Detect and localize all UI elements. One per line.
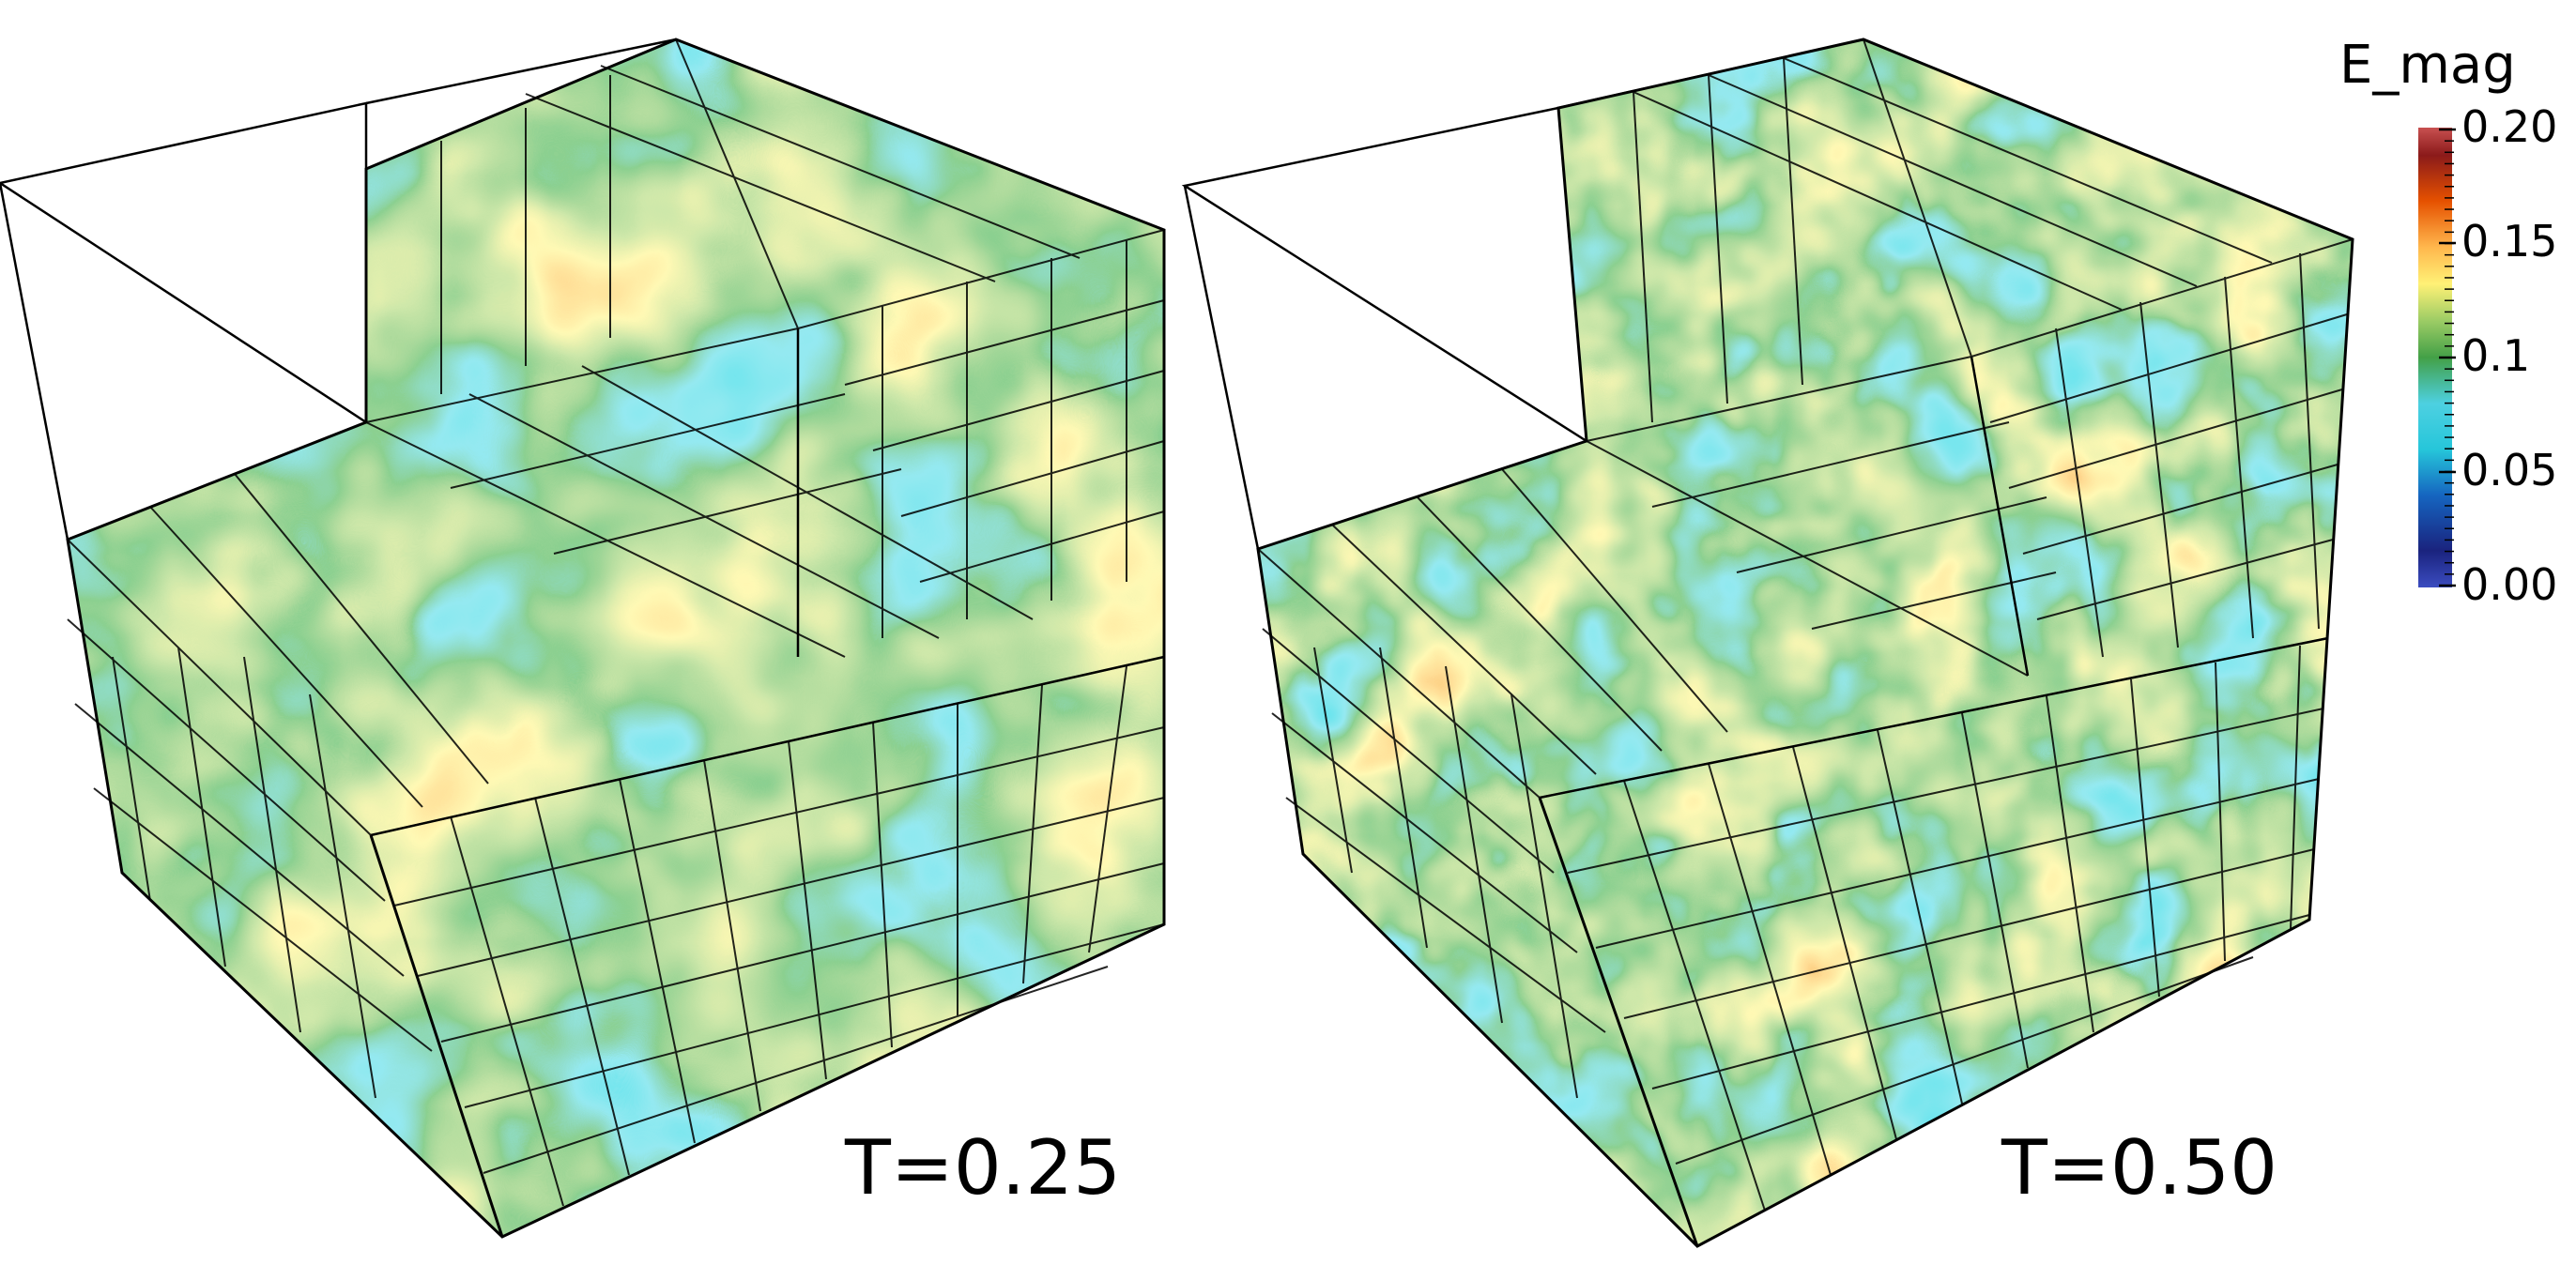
colorbar-major-ticks	[2439, 128, 2456, 587]
cube-edge	[1538, 797, 1699, 1247]
cutout-edge	[0, 182, 69, 541]
cube-edge	[1539, 636, 2329, 800]
field-surface-right	[1258, 39, 2353, 1246]
colorbar-tick-label: 0.00	[2461, 559, 2558, 610]
cube-edge	[369, 834, 504, 1238]
colorbar-tick-label: 0.15	[2461, 216, 2558, 267]
cutout-outline	[0, 101, 368, 424]
time-label-left: T=0.25	[845, 1124, 1122, 1211]
time-label-right: T=0.50	[2001, 1124, 2278, 1211]
mesh-grid-left	[67, 38, 1165, 1238]
colorbar-tick-label: 0.05	[2461, 445, 2558, 495]
panel-left	[0, 38, 1166, 1239]
cutout-outline	[1181, 106, 1587, 443]
panel-right	[1181, 38, 2354, 1248]
colorbar-tick-label: 0.20	[2461, 101, 2558, 152]
cutout-edge	[365, 38, 677, 105]
cutout-edge	[1183, 185, 1260, 550]
colorbar-title: E_mag	[2339, 35, 2516, 96]
colorbar-tick-label: 0.1	[2461, 330, 2531, 381]
cube-edge	[1970, 356, 2030, 677]
colorbar	[2418, 128, 2456, 587]
cube-edge	[370, 655, 1165, 837]
cube-outline	[1256, 38, 2354, 1248]
mesh-grid-right	[1257, 38, 2354, 1247]
cube-outline	[66, 38, 1166, 1239]
